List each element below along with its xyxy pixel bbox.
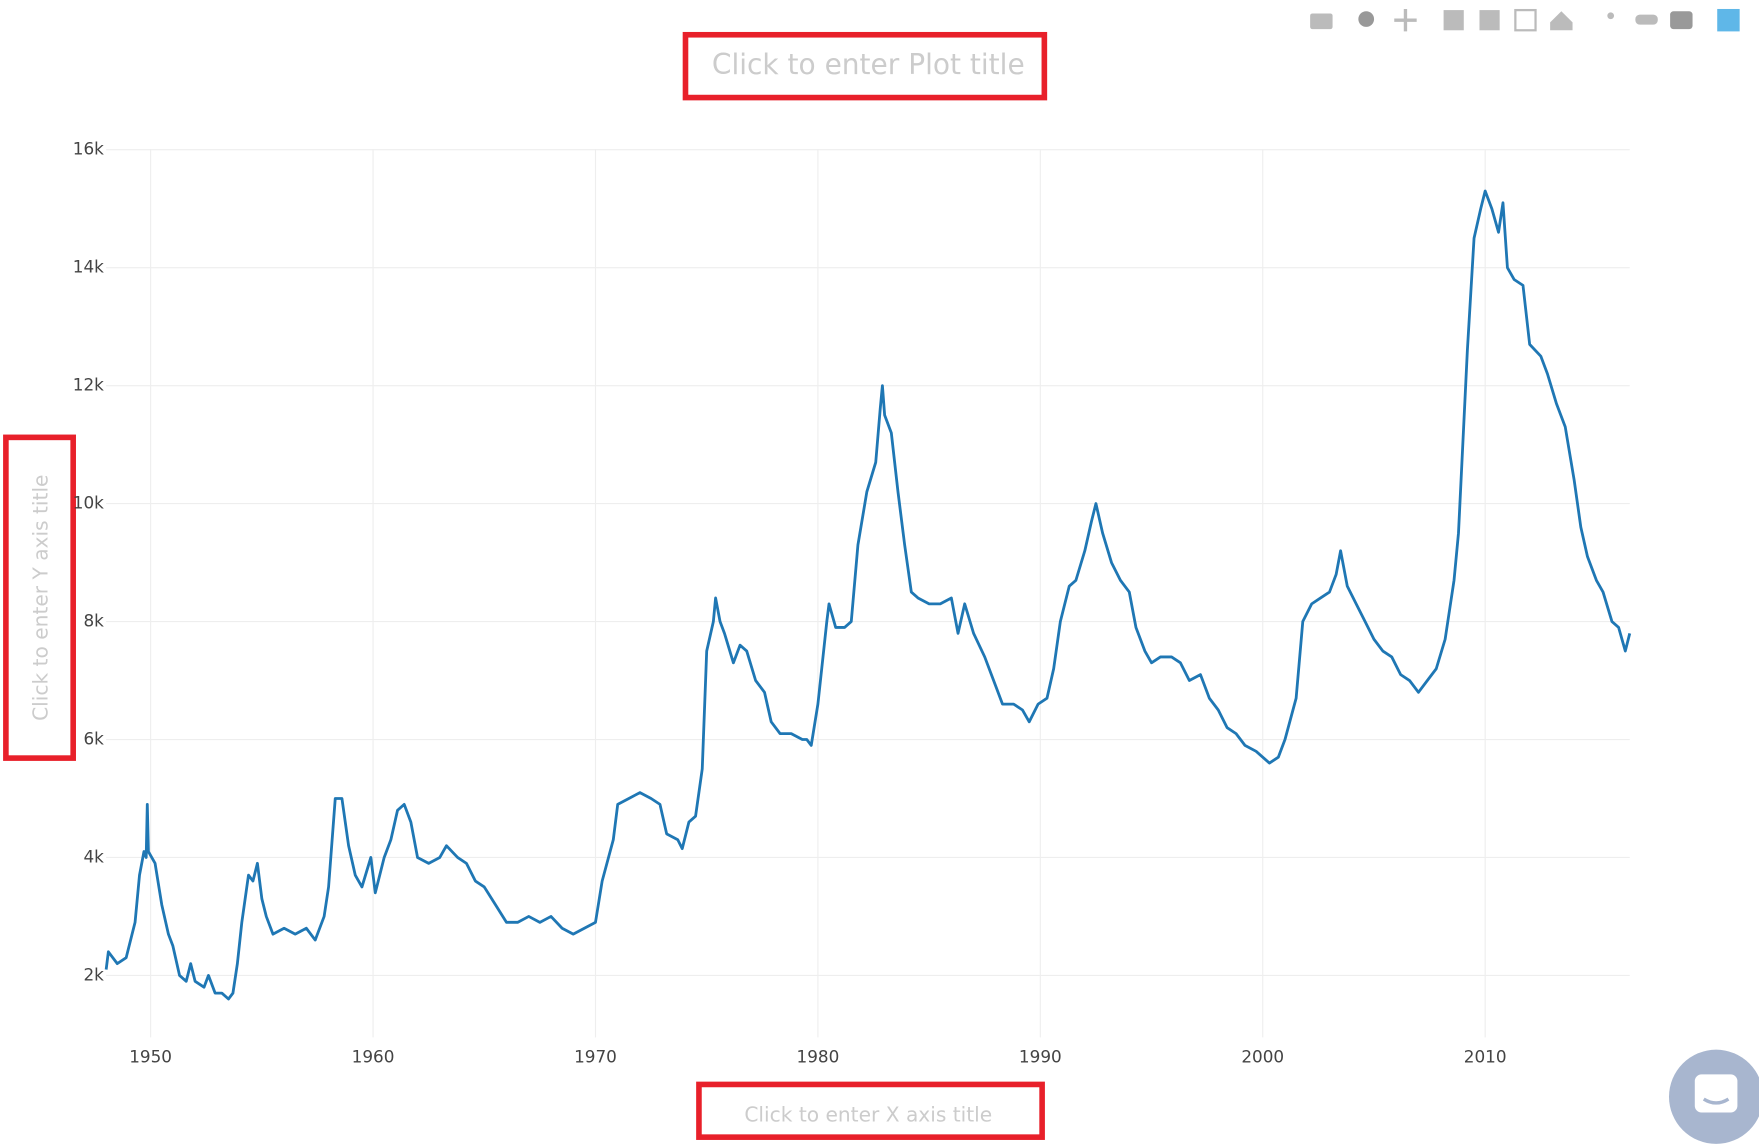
zoom-in-icon[interactable] bbox=[1443, 10, 1464, 31]
y-axis-title[interactable]: Click to enter Y axis title bbox=[28, 475, 52, 721]
hover-compare-icon[interactable] bbox=[1670, 11, 1693, 30]
chat-widget[interactable] bbox=[1669, 1049, 1759, 1144]
hover-closest-icon[interactable] bbox=[1635, 14, 1658, 25]
x-tick-label: 1980 bbox=[797, 1047, 840, 1067]
y-tick-label: 10k bbox=[73, 493, 104, 513]
plot-area bbox=[104, 189, 1632, 1001]
camera-icon[interactable] bbox=[1310, 13, 1333, 30]
x-tick-label: 1960 bbox=[352, 1047, 395, 1067]
y-tick-label: 2k bbox=[83, 964, 104, 984]
x-tick-label: 2010 bbox=[1464, 1047, 1507, 1067]
highlight-box bbox=[3, 434, 76, 761]
y-tick-label: 14k bbox=[73, 257, 104, 277]
chat-icon[interactable] bbox=[1694, 1074, 1738, 1113]
modebar[interactable] bbox=[1310, 8, 1740, 32]
highlight-box bbox=[696, 1081, 1045, 1140]
x-tick-label: 1950 bbox=[129, 1047, 172, 1067]
pan-icon[interactable] bbox=[1394, 8, 1417, 32]
zoom-icon[interactable] bbox=[1358, 11, 1375, 27]
chart-title[interactable]: Click to enter Plot title bbox=[712, 48, 1025, 81]
grid bbox=[106, 149, 1630, 1038]
highlight-box bbox=[682, 31, 1048, 101]
plotly-logo[interactable] bbox=[1717, 8, 1740, 32]
chat-icon-smile bbox=[1702, 1097, 1730, 1105]
y-tick-label: 6k bbox=[83, 729, 104, 749]
spike-icon[interactable] bbox=[1607, 12, 1615, 20]
autoscale-icon[interactable] bbox=[1514, 8, 1537, 32]
y-tick-label: 12k bbox=[73, 375, 104, 395]
zoom-out-icon[interactable] bbox=[1479, 10, 1500, 31]
x-axis-title[interactable]: Click to enter X axis title bbox=[744, 1102, 992, 1126]
line-series bbox=[104, 189, 1632, 1001]
y-tick-label: 8k bbox=[83, 611, 104, 631]
x-tick-label: 1990 bbox=[1019, 1047, 1062, 1067]
reset-icon[interactable] bbox=[1550, 11, 1573, 31]
y-tick-label: 4k bbox=[83, 846, 104, 866]
x-tick-label: 2000 bbox=[1241, 1047, 1284, 1067]
x-tick-label: 1970 bbox=[574, 1047, 617, 1067]
y-tick-label: 16k bbox=[73, 139, 104, 159]
